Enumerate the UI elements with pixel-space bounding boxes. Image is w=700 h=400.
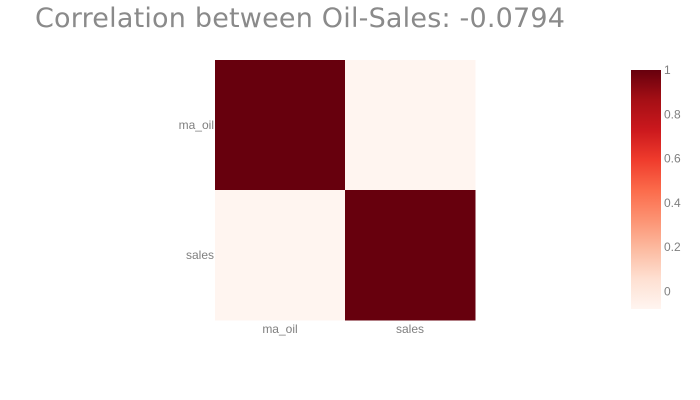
colorbar-tick-label: 0.2 (664, 240, 681, 254)
colorbar-tick-label: 1 (664, 63, 671, 77)
colorbar-ticks: 0 0.2 0.4 0.6 0.8 1 (664, 63, 681, 298)
colorbar-tick-label: 0.4 (664, 196, 681, 210)
y-tick-label: sales (186, 248, 214, 262)
colorbar-scale (631, 70, 661, 309)
colorbar: 0 0.2 0.4 0.6 0.8 1 (631, 63, 681, 309)
heatmap-cell-ma_oil-ma_oil (215, 60, 346, 191)
heatmap-cell-sales-ma_oil (215, 190, 346, 321)
heatmap-cells (215, 60, 476, 321)
colorbar-tick-label: 0.8 (664, 107, 681, 121)
x-tick-label: ma_oil (262, 322, 297, 336)
heatmap-cell-ma_oil-sales (345, 60, 476, 191)
x-axis: ma_oil sales (262, 322, 424, 336)
y-tick-label: ma_oil (179, 118, 214, 132)
heatmap-cell-sales-sales (345, 190, 476, 321)
x-tick-label: sales (396, 322, 424, 336)
chart-title: Correlation between Oil-Sales: -0.0794 (35, 3, 566, 34)
colorbar-tick-label: 0 (664, 284, 671, 298)
colorbar-tick-label: 0.6 (664, 152, 681, 166)
